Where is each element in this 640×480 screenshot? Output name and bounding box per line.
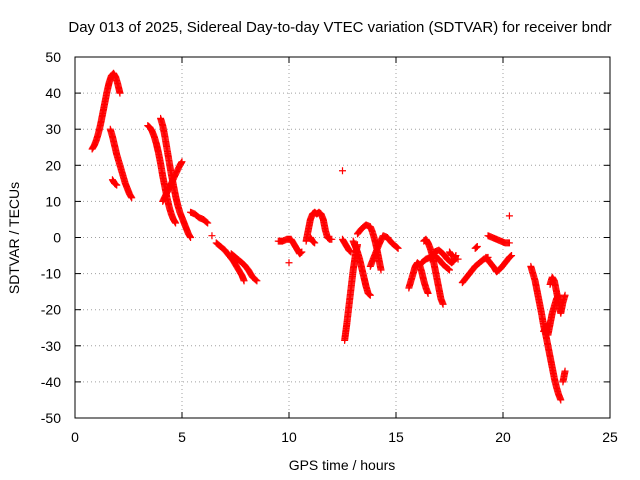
y-tick-label: 0 (53, 230, 61, 246)
data-point-arc11 (296, 249, 304, 257)
x-tick-label: 5 (178, 429, 186, 445)
y-tick-label: -50 (41, 410, 61, 426)
x-tick-label: 15 (388, 429, 404, 445)
data-point-arc18 (365, 290, 373, 298)
data-point-arc14 (310, 238, 318, 246)
x-tick-label: 0 (71, 429, 79, 445)
data-point-arc36 (561, 367, 569, 375)
data-point-arc7 (203, 218, 211, 226)
y-axis-label: SDTVAR / TECUs (6, 182, 22, 294)
data-point-arc16 (346, 247, 354, 255)
data-point-arc35 (555, 291, 563, 299)
data-point-arc10 (253, 277, 261, 285)
data-point-arc10 (252, 276, 260, 284)
data-point-arc19 (377, 266, 385, 274)
x-tick-labels: 0 5 10 15 20 25 (71, 429, 618, 445)
data-point-arc20 (393, 243, 401, 251)
data-point-arc10 (251, 275, 259, 283)
data-point-arc8 (208, 232, 216, 240)
data-points (88, 69, 569, 404)
data-point-arc14 (311, 239, 319, 247)
gridlines (75, 57, 610, 418)
data-point-arc21 (424, 289, 432, 297)
y-tick-label: 30 (45, 121, 61, 137)
data-point-arc3 (113, 181, 121, 189)
data-point-arc18 (366, 291, 374, 299)
data-point-arc20 (393, 244, 401, 252)
y-tick-labels: -50 -40 -30 -20 -10 0 10 20 30 40 50 (41, 49, 61, 426)
data-point-arc28 (472, 244, 480, 252)
data-point-arc7 (204, 219, 212, 227)
data-point-arc26 (454, 255, 462, 263)
y-tick-label: -20 (41, 302, 61, 318)
data-point-arc3 (111, 180, 119, 188)
data-point-arc13 (328, 235, 336, 243)
data-point-arc28 (473, 243, 481, 251)
data-point-arc11 (297, 249, 305, 257)
data-point-arc14 (309, 238, 317, 246)
data-point-arc9 (240, 277, 248, 285)
x-tick-label: 20 (495, 429, 511, 445)
data-point-arc12 (285, 259, 293, 267)
y-tick-label: 40 (45, 85, 61, 101)
data-point-arc7 (202, 218, 210, 226)
data-point-arc16 (346, 247, 354, 255)
data-point-arc11 (298, 248, 306, 256)
y-tick-label: 10 (45, 193, 61, 209)
y-tick-label: -40 (41, 374, 61, 390)
data-point-arc20 (394, 244, 402, 252)
data-point-arc29 (506, 253, 514, 261)
data-point-arc29 (508, 252, 516, 260)
data-point-arc23 (445, 265, 453, 273)
data-point-arc34 (561, 291, 569, 299)
data-point-arc2 (128, 194, 136, 202)
chart-title: Day 013 of 2025, Sidereal Day-to-day VTE… (68, 19, 611, 36)
data-point-arc32 (557, 396, 565, 404)
data-point-arc25 (448, 252, 456, 260)
data-point-arc6 (178, 158, 186, 166)
data-point-arc3 (112, 181, 120, 189)
data-point-arc23 (444, 265, 452, 273)
data-point-arc22 (439, 300, 447, 308)
data-point-arc1 (116, 89, 124, 97)
y-tick-label: 50 (45, 49, 61, 65)
data-point-arc28 (473, 243, 481, 251)
x-axis-label: GPS time / hours (289, 457, 396, 473)
data-point-arc30 (505, 239, 513, 247)
y-tick-label: 20 (45, 157, 61, 173)
data-point-arc23 (446, 266, 453, 274)
x-tick-label: 10 (281, 429, 297, 445)
data-point-arc5 (187, 234, 195, 241)
data-point-arc15 (339, 167, 346, 175)
y-tick-label: -10 (41, 266, 61, 282)
data-point-arc31 (505, 212, 513, 220)
plot-frame (74, 56, 611, 419)
y-tick-label: -30 (41, 338, 61, 354)
data-point-arc4 (172, 219, 180, 227)
data-point-arc29 (507, 252, 515, 260)
x-tick-label: 25 (602, 429, 618, 445)
data-point-arc18 (366, 291, 374, 299)
